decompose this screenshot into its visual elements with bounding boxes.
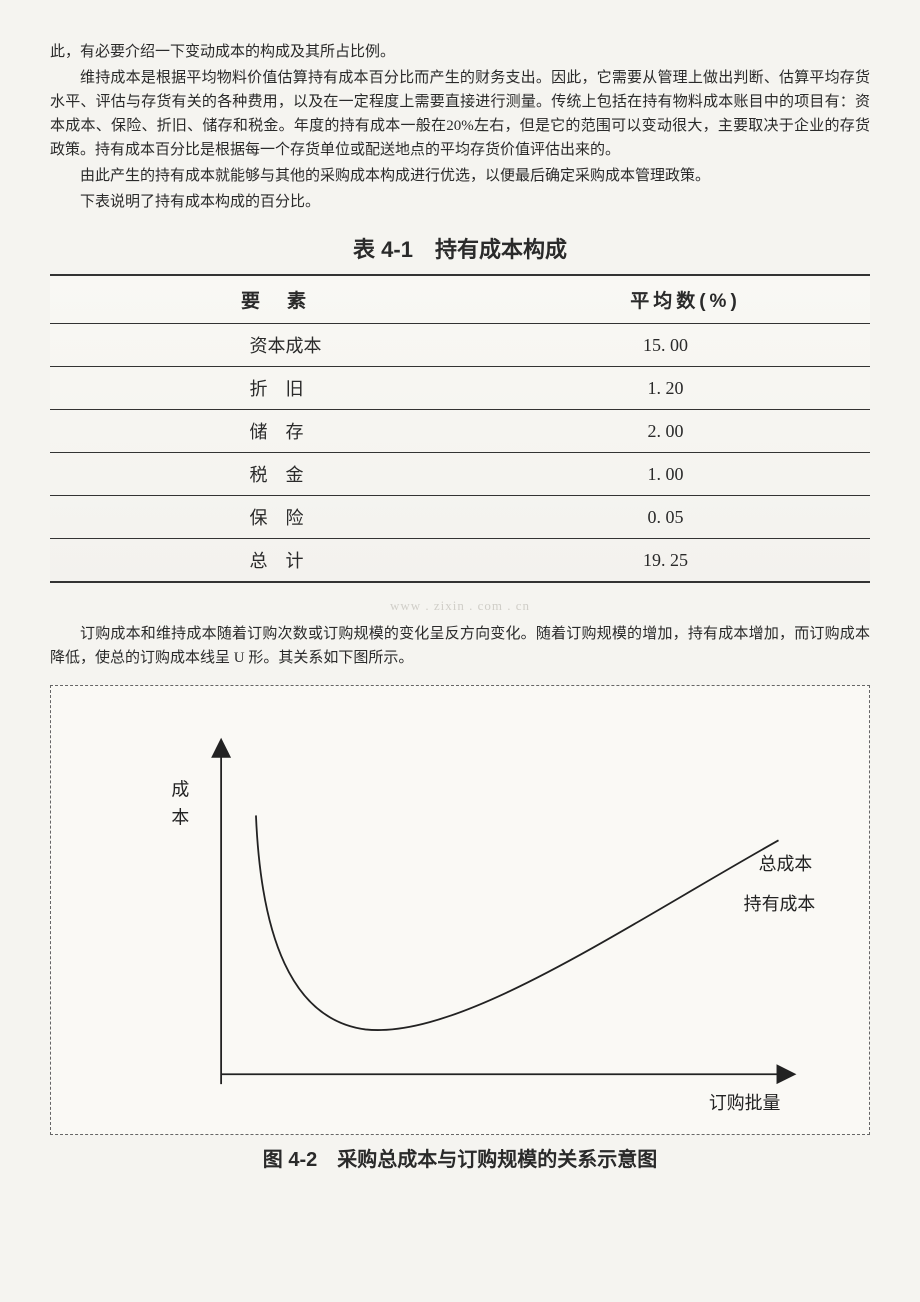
total-cost-curve (256, 815, 779, 1030)
y-axis-label-2: 本 (171, 807, 189, 827)
table-header-row: 要 素 平均数(%) (50, 275, 870, 324)
chart-svg: 成 本 总成本 持有成本 订购批量 (61, 696, 859, 1124)
cost-curve-chart: 成 本 总成本 持有成本 订购批量 (50, 685, 870, 1135)
label-holding-cost: 持有成本 (744, 894, 816, 914)
y-axis-label-1: 成 (171, 780, 189, 800)
table-row: 折旧1. 20 (50, 367, 870, 410)
table-header-element: 要 素 (50, 275, 501, 324)
table-cell-item: 税金 (50, 453, 501, 496)
table-cell-value: 1. 00 (501, 453, 870, 496)
body-paragraph-4: 下表说明了持有成本构成的百分比。 (50, 190, 870, 214)
figure-title: 图 4-2 采购总成本与订购规模的关系示意图 (50, 1143, 870, 1172)
table-title: 表 4-1 持有成本构成 (50, 232, 870, 264)
x-axis-arrow-icon (777, 1064, 797, 1084)
x-axis-label: 订购批量 (709, 1093, 781, 1113)
table-header-average: 平均数(%) (501, 275, 870, 324)
table-cell-value: 15. 00 (501, 324, 870, 367)
table-cell-value: 1. 20 (501, 367, 870, 410)
body-paragraph-2: 维持成本是根据平均物料价值估算持有成本百分比而产生的财务支出。因此，它需要从管理… (50, 66, 870, 162)
table-cell-item: 总计 (50, 539, 501, 583)
table-cell-value: 19. 25 (501, 539, 870, 583)
body-paragraph-3: 由此产生的持有成本就能够与其他的采购成本构成进行优选，以便最后确定采购成本管理政… (50, 164, 870, 188)
table-cell-item: 储存 (50, 410, 501, 453)
table-cell-item: 保险 (50, 496, 501, 539)
label-total-cost: 总成本 (759, 854, 813, 874)
y-axis-arrow-icon (211, 738, 231, 758)
table-row: 保险0. 05 (50, 496, 870, 539)
table-cell-item: 资本成本 (50, 324, 501, 367)
body-paragraph-5: 订购成本和维持成本随着订购次数或订购规模的变化呈反方向变化。随着订购规模的增加，… (50, 622, 870, 670)
holding-cost-table: 要 素 平均数(%) 资本成本15. 00折旧1. 20储存2. 00税金1. … (50, 274, 870, 583)
table-row: 资本成本15. 00 (50, 324, 870, 367)
table-cell-value: 0. 05 (501, 496, 870, 539)
table-cell-value: 2. 00 (501, 410, 870, 453)
table-row: 储存2. 00 (50, 410, 870, 453)
body-paragraph-1: 此，有必要介绍一下变动成本的构成及其所占比例。 (50, 40, 870, 64)
table-row: 税金1. 00 (50, 453, 870, 496)
table-row: 总计19. 25 (50, 539, 870, 583)
table-cell-item: 折旧 (50, 367, 501, 410)
watermark-text: www . zixin . com . cn (50, 598, 870, 614)
